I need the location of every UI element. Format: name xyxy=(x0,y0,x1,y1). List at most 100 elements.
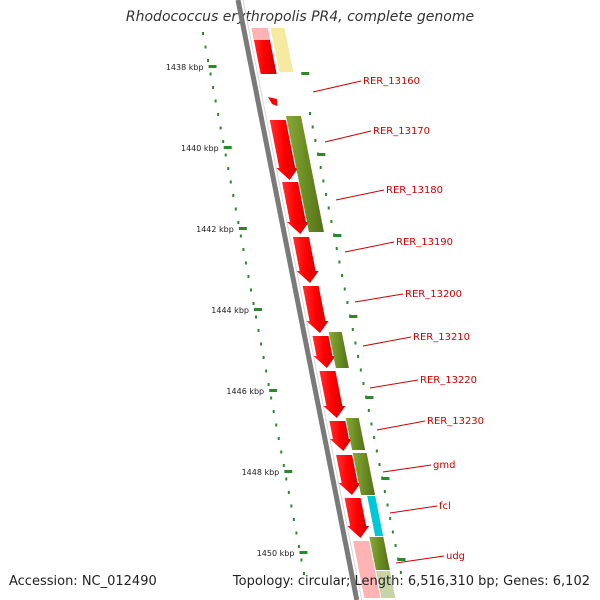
scale-label: 1450 kbp xyxy=(257,549,295,558)
major-tick xyxy=(284,470,293,473)
minor-tick-inner xyxy=(290,504,293,508)
cds-fragment xyxy=(268,97,277,106)
gene-label: udg xyxy=(446,551,465,562)
gene-label: gmd xyxy=(433,460,455,471)
minor-tick-inner xyxy=(270,396,273,400)
minor-tick-outer xyxy=(319,166,322,169)
minor-tick-outer xyxy=(375,449,378,453)
accession-label: Accession: NC_012490 xyxy=(9,574,157,589)
scale-label: 1440 kbp xyxy=(181,144,219,153)
cds-forward xyxy=(336,455,361,495)
cds-forward xyxy=(282,182,309,234)
minor-tick-inner xyxy=(282,464,285,467)
minor-tick-outer xyxy=(314,139,317,142)
gene-pale-yellow xyxy=(270,28,294,72)
gene-label: RER_13210 xyxy=(413,332,470,343)
minor-tick-outer xyxy=(335,247,338,250)
minor-tick-inner xyxy=(249,288,252,292)
gene-olive xyxy=(352,453,376,495)
cds-forward xyxy=(353,541,381,598)
minor-tick-inner xyxy=(242,248,245,251)
major-tick xyxy=(223,146,232,149)
minor-tick-inner xyxy=(260,342,263,346)
minor-tick-outer xyxy=(346,301,349,304)
major-tick-outer xyxy=(333,234,342,237)
major-tick-outer xyxy=(397,558,406,561)
minor-tick-outer xyxy=(330,220,333,223)
major-tick xyxy=(238,227,247,230)
minor-tick-outer xyxy=(322,179,325,183)
major-tick xyxy=(253,308,262,311)
minor-tick-outer xyxy=(378,463,381,466)
minor-tick-inner xyxy=(275,423,278,427)
minor-tick-inner xyxy=(234,207,237,211)
gene-track xyxy=(251,28,396,598)
scale-label: 1444 kbp xyxy=(211,306,249,315)
cds-forward xyxy=(292,237,319,283)
minor-tick-outer xyxy=(394,544,397,547)
gene-label: RER_13170 xyxy=(373,126,430,137)
cds-forward xyxy=(329,421,352,451)
leader-line xyxy=(344,241,395,253)
minor-tick-inner xyxy=(297,545,300,548)
gene-label: RER_13200 xyxy=(405,289,462,300)
minor-tick-inner xyxy=(287,491,290,494)
minor-tick-inner xyxy=(292,518,295,521)
minor-tick-inner xyxy=(204,45,207,49)
major-tick-outer xyxy=(365,396,374,399)
minor-tick-outer xyxy=(386,503,389,507)
leader-line xyxy=(382,464,432,473)
gene-label: RER_13220 xyxy=(420,375,477,386)
minor-tick-outer xyxy=(370,422,373,426)
leader-line xyxy=(324,130,372,143)
major-tick-outer xyxy=(349,315,358,318)
leader-line xyxy=(362,336,412,347)
genome-title: Rhodococcus erythropolis PR4, complete g… xyxy=(125,9,475,25)
minor-tick-inner xyxy=(229,180,232,184)
minor-tick-inner xyxy=(252,302,255,305)
minor-tick-inner xyxy=(224,153,227,157)
minor-tick-inner xyxy=(209,72,212,76)
minor-tick-inner xyxy=(219,126,222,130)
scale-label: 1448 kbp xyxy=(242,468,280,477)
minor-tick-inner xyxy=(214,99,217,103)
leader-line xyxy=(335,189,385,201)
minor-tick-inner xyxy=(217,113,220,116)
minor-tick-inner xyxy=(255,315,258,319)
major-tick xyxy=(299,551,308,554)
scale-label: 1446 kbp xyxy=(226,387,264,396)
minor-tick-inner xyxy=(247,275,250,278)
gene-label: RER_13180 xyxy=(386,185,443,196)
minor-tick-outer xyxy=(338,260,341,264)
gene-cyan xyxy=(367,496,384,536)
gene-olive xyxy=(328,332,349,368)
major-tick-outer xyxy=(301,72,310,75)
minor-tick-outer xyxy=(389,517,392,520)
minor-tick-outer xyxy=(391,530,394,534)
minor-tick-inner xyxy=(285,477,288,481)
minor-tick-outer xyxy=(357,355,360,358)
minor-tick-inner xyxy=(262,356,265,359)
gene-olive xyxy=(369,537,390,570)
minor-tick-outer xyxy=(359,368,362,372)
gene-label: RER_13190 xyxy=(396,237,453,248)
scale-label: 1438 kbp xyxy=(166,63,204,72)
leader-line xyxy=(369,379,419,389)
genome-backbone xyxy=(235,0,363,600)
backbone-line xyxy=(235,0,360,600)
minor-tick-outer xyxy=(327,206,330,210)
cds-partial xyxy=(251,28,270,40)
leader-line xyxy=(376,420,426,431)
minor-tick-outer xyxy=(367,409,370,412)
leader-line xyxy=(354,293,404,303)
major-tick-outer xyxy=(381,477,390,480)
minor-tick-inner xyxy=(300,558,303,562)
gene-label: RER_13160 xyxy=(363,76,420,87)
minor-tick-outer xyxy=(311,125,314,129)
gene-olive xyxy=(285,116,324,232)
cds-forward xyxy=(319,371,346,418)
minor-tick-inner xyxy=(232,194,235,197)
scale-label: 1442 kbp xyxy=(196,225,234,234)
minor-tick-inner xyxy=(257,329,260,332)
